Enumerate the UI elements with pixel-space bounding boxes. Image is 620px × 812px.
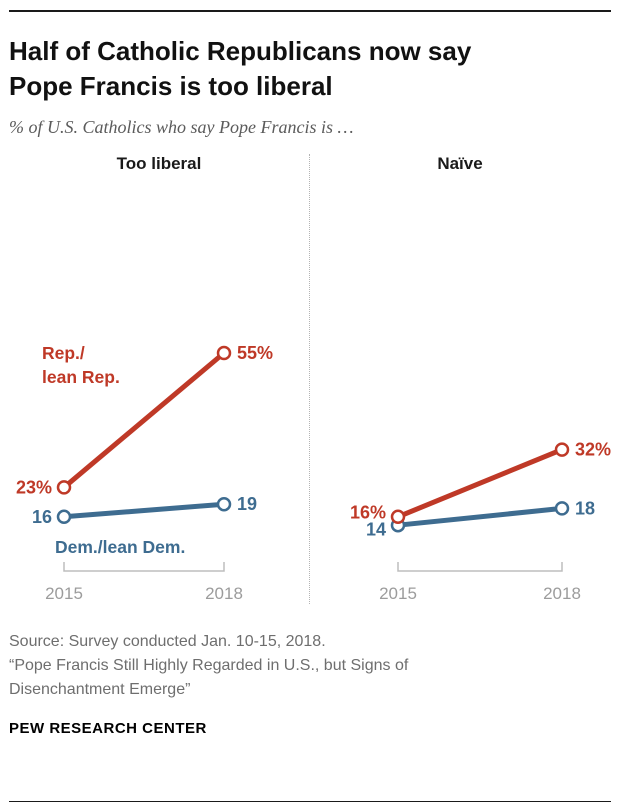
trend-line [63,501,225,519]
top-rule [9,10,611,12]
year-label: 2018 [205,584,243,603]
series-label: Dem./lean Dem. [55,537,185,557]
source-quote: “Pope Francis Still Highly Regarded in U… [9,656,409,698]
source-line: Source: Survey conducted Jan. 10-15, 201… [9,632,326,650]
data-point [216,496,232,512]
data-point [56,509,72,524]
value-label-start: 16 [32,506,52,526]
data-point [554,500,570,516]
value-label-end: 18 [575,498,595,518]
data-point [216,345,232,360]
trend-line [397,505,563,528]
panel-naive: Naïve 2015 2018 16% 32% 14 18 [309,153,611,604]
value-label-start: 16% [350,502,386,522]
value-label-end: 32% [575,439,611,459]
series-label: lean Rep. [42,367,120,387]
year-label: 2015 [45,584,83,603]
data-point [554,442,570,457]
value-label-start: 23% [16,477,52,497]
bottom-rule [9,800,611,802]
brand-pew-research-center: PEW RESEARCH CENTER [9,719,207,737]
chart-subtitle: % of U.S. Catholics who say Pope Francis… [9,116,354,137]
slope-chart-too-liberal: 2015 2018 23% 55% Rep./ lean Rep. 16 19 Dem./lea… [16,343,273,603]
value-label-start: 14 [366,519,386,539]
charts-area: Too liberal 2015 2018 23% 55% Rep./ lean Rep.… [9,153,611,604]
series-label: Rep./ [42,343,85,363]
x-axis-bracket [63,561,225,572]
year-label: 2015 [379,584,417,603]
chart-title: Half of Catholic Republicans now say Pop… [9,35,472,101]
value-label-end: 19 [237,494,257,514]
panel-title-too-liberal: Too liberal [116,153,202,173]
trend-line [397,446,563,519]
source-note: Source: Survey conducted Jan. 10-15, 201… [9,630,489,702]
x-axis-bracket [397,561,563,572]
panel-title-naive: Naïve [437,153,483,173]
slope-chart-naive: 2015 2018 16% 32% 14 18 [350,439,611,603]
data-point [390,509,406,524]
year-label: 2018 [543,584,581,603]
value-label-end: 55% [237,343,273,363]
data-point [56,479,72,495]
trend-line [62,350,226,490]
panel-too-liberal: Too liberal 2015 2018 23% 55% Rep./ lean Rep.… [9,154,309,604]
